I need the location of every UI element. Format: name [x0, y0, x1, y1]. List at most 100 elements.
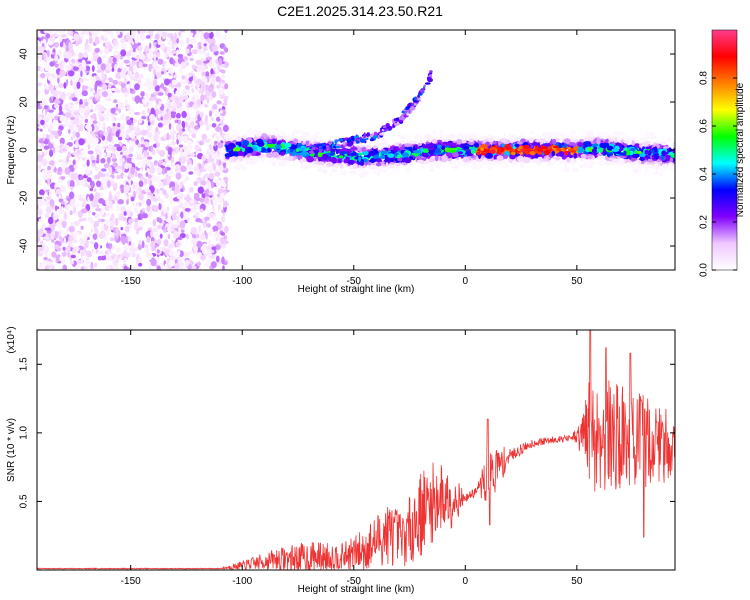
noise-blob [220, 179, 225, 188]
signal-blob [481, 155, 485, 159]
noise-blob [82, 163, 86, 168]
noise-blob [161, 31, 168, 36]
noise-blob [182, 146, 188, 150]
signal-blob [376, 171, 381, 176]
noise-blob [104, 49, 109, 55]
noise-blob [132, 203, 136, 207]
noise-blob [41, 158, 48, 166]
noise-blob [43, 236, 50, 240]
side-arm-blob [373, 135, 379, 139]
noise-blob [194, 165, 199, 172]
noise-blob [214, 111, 221, 118]
noise-blob [86, 159, 90, 167]
noise-blob [180, 188, 184, 193]
noise-blob [133, 248, 138, 252]
noise-blob [58, 104, 63, 112]
signal-blob [596, 153, 603, 157]
noise-blob [122, 145, 127, 152]
noise-blob [129, 142, 134, 148]
signal-blob [452, 152, 459, 158]
noise-blob [171, 267, 177, 270]
noise-blob [206, 56, 213, 61]
noise-blob [110, 30, 114, 38]
noise-blob [173, 232, 180, 239]
noise-blob [141, 240, 145, 249]
noise-blob [167, 51, 172, 56]
noise-blob [219, 51, 225, 55]
noise-blob [141, 129, 148, 136]
noise-blob [195, 233, 200, 239]
noise-blob [95, 180, 102, 187]
signal-blob [619, 152, 626, 156]
noise-blob [210, 68, 214, 76]
noise-blob [91, 65, 95, 72]
noise-blob [134, 83, 140, 91]
signal-blob [655, 140, 661, 144]
noise-blob [176, 82, 182, 88]
noise-blob [104, 219, 111, 226]
noise-blob [137, 244, 142, 251]
noise-blob [169, 33, 174, 40]
noise-blob [162, 189, 167, 195]
noise-blob [57, 159, 64, 163]
noise-blob [127, 236, 131, 243]
noise-blob [83, 233, 88, 241]
noise-blob [123, 91, 129, 98]
noise-blob [44, 64, 50, 72]
signal-blob [518, 145, 523, 150]
signal-blob [260, 156, 265, 163]
noise-blob [194, 34, 199, 38]
signal-blob [317, 151, 323, 158]
signal-blob [501, 159, 507, 164]
signal-blob [620, 133, 628, 139]
noise-blob [125, 34, 131, 41]
noise-blob [147, 107, 150, 113]
noise-blob [156, 249, 160, 254]
noise-blob [64, 103, 69, 111]
noise-blob [207, 190, 214, 196]
noise-blob [124, 78, 127, 84]
noise-blob [157, 113, 161, 118]
noise-blob [78, 52, 83, 60]
noise-blob [93, 30, 100, 34]
noise-blob [67, 250, 70, 258]
noise-blob [48, 191, 52, 199]
noise-blob [153, 228, 157, 233]
signal-blob [653, 153, 659, 160]
side-arm-blob [338, 138, 344, 142]
signal-blob [420, 147, 424, 153]
noise-blob [56, 90, 63, 96]
noise-blob [201, 76, 204, 83]
noise-blob [120, 227, 124, 231]
noise-blob [189, 57, 194, 62]
noise-blob [78, 218, 83, 222]
signal-blob [661, 134, 666, 140]
noise-blob [125, 129, 132, 134]
signal-blob [637, 150, 642, 154]
noise-blob [100, 63, 106, 71]
noise-blob [169, 219, 173, 227]
signal-blob [404, 146, 408, 150]
signal-blob [469, 132, 473, 139]
noise-blob [140, 160, 147, 165]
noise-blob [44, 265, 49, 270]
noise-blob [152, 204, 158, 211]
noise-blob [146, 235, 151, 243]
noise-blob [145, 172, 149, 177]
noise-blob [43, 256, 48, 261]
noise-blob [109, 237, 115, 242]
noise-blob [66, 205, 70, 211]
signal-blob [587, 147, 594, 151]
signal-blob [517, 158, 524, 162]
noise-blob [213, 233, 218, 238]
noise-blob [199, 226, 203, 233]
noise-blob [157, 148, 160, 154]
noise-blob [139, 30, 146, 34]
noise-blob [203, 104, 209, 108]
noise-blob [174, 119, 178, 124]
noise-blob [174, 32, 177, 39]
signal-blob [429, 164, 433, 169]
side-arm-blob [395, 117, 400, 122]
signal-blob [384, 157, 390, 162]
noise-blob [100, 35, 105, 41]
